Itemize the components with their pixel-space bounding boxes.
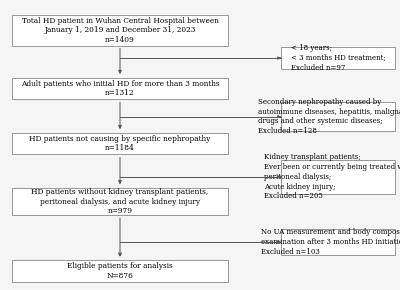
FancyBboxPatch shape	[12, 78, 228, 99]
Text: Eligible patients for analysis
N=876: Eligible patients for analysis N=876	[67, 262, 173, 280]
FancyBboxPatch shape	[12, 188, 228, 215]
FancyBboxPatch shape	[281, 229, 395, 255]
Text: Adult patients who initial HD for more than 3 months
n=1312: Adult patients who initial HD for more t…	[21, 79, 219, 97]
FancyBboxPatch shape	[281, 102, 395, 131]
Text: Kidney transplant patients;
Ever been or currently being treated with
peritoneal: Kidney transplant patients; Ever been or…	[264, 153, 400, 200]
Text: No UA measurement and body composition
examination after 3 months HD initiation;: No UA measurement and body composition e…	[261, 228, 400, 256]
FancyBboxPatch shape	[281, 47, 395, 69]
FancyBboxPatch shape	[281, 160, 395, 194]
Text: < 18 years;
< 3 months HD treatment;
Excluded n=97: < 18 years; < 3 months HD treatment; Exc…	[291, 44, 385, 72]
FancyBboxPatch shape	[12, 133, 228, 154]
Text: HD patients not causing by specific nephropathy
n=1184: HD patients not causing by specific neph…	[29, 135, 211, 153]
FancyBboxPatch shape	[12, 15, 228, 46]
FancyBboxPatch shape	[12, 260, 228, 282]
Text: Secondary nephropathy caused by
autoimmune diseases, hepatitis, malignancy,
drug: Secondary nephropathy caused by autoimmu…	[258, 98, 400, 135]
Text: HD patients without kidney transplant patients,
peritoneal dialysis, and acute k: HD patients without kidney transplant pa…	[31, 188, 209, 215]
Text: Total HD patient in Wuhan Central Hospital between
January 1, 2019 and December : Total HD patient in Wuhan Central Hospit…	[22, 17, 218, 44]
